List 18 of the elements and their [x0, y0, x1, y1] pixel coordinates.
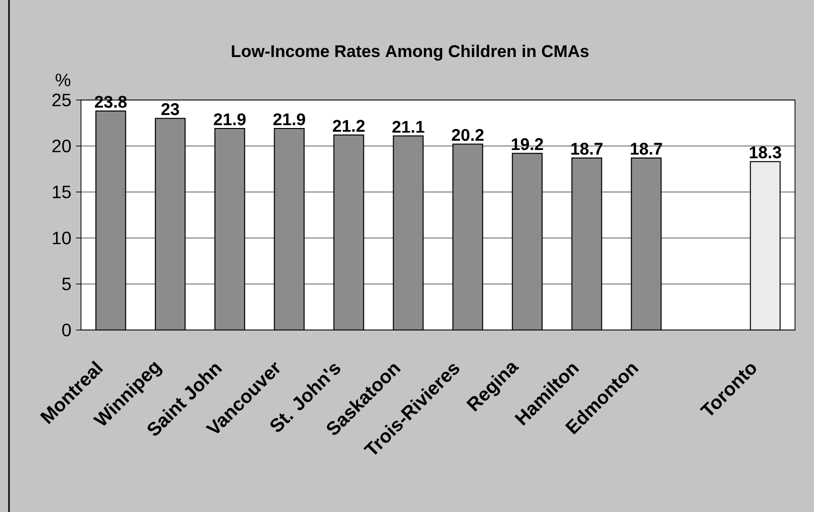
y-tick-label: 20 — [52, 140, 71, 152]
data-label: 21.2 — [332, 120, 365, 132]
y-tick-label: 0 — [62, 324, 71, 336]
y-tick-label: 25 — [52, 94, 71, 106]
data-label: 21.9 — [214, 113, 246, 126]
data-label: 20.2 — [452, 128, 484, 141]
data-label: 18.3 — [750, 146, 782, 158]
y-tick-label: 15 — [52, 186, 71, 198]
data-label: 23 — [161, 103, 180, 116]
y-tick-label: 5 — [62, 278, 71, 290]
data-label: 21.1 — [392, 120, 424, 133]
chart-title: Low-Income Rates Among Children in CMAs — [232, 44, 589, 61]
data-label: 18.7 — [630, 142, 662, 155]
data-label: 21.9 — [273, 113, 306, 126]
data-label: 18.7 — [571, 142, 602, 155]
data-label: 19.2 — [512, 138, 544, 150]
y-axis-title: % — [56, 74, 70, 86]
y-tick-label: 10 — [52, 232, 71, 244]
